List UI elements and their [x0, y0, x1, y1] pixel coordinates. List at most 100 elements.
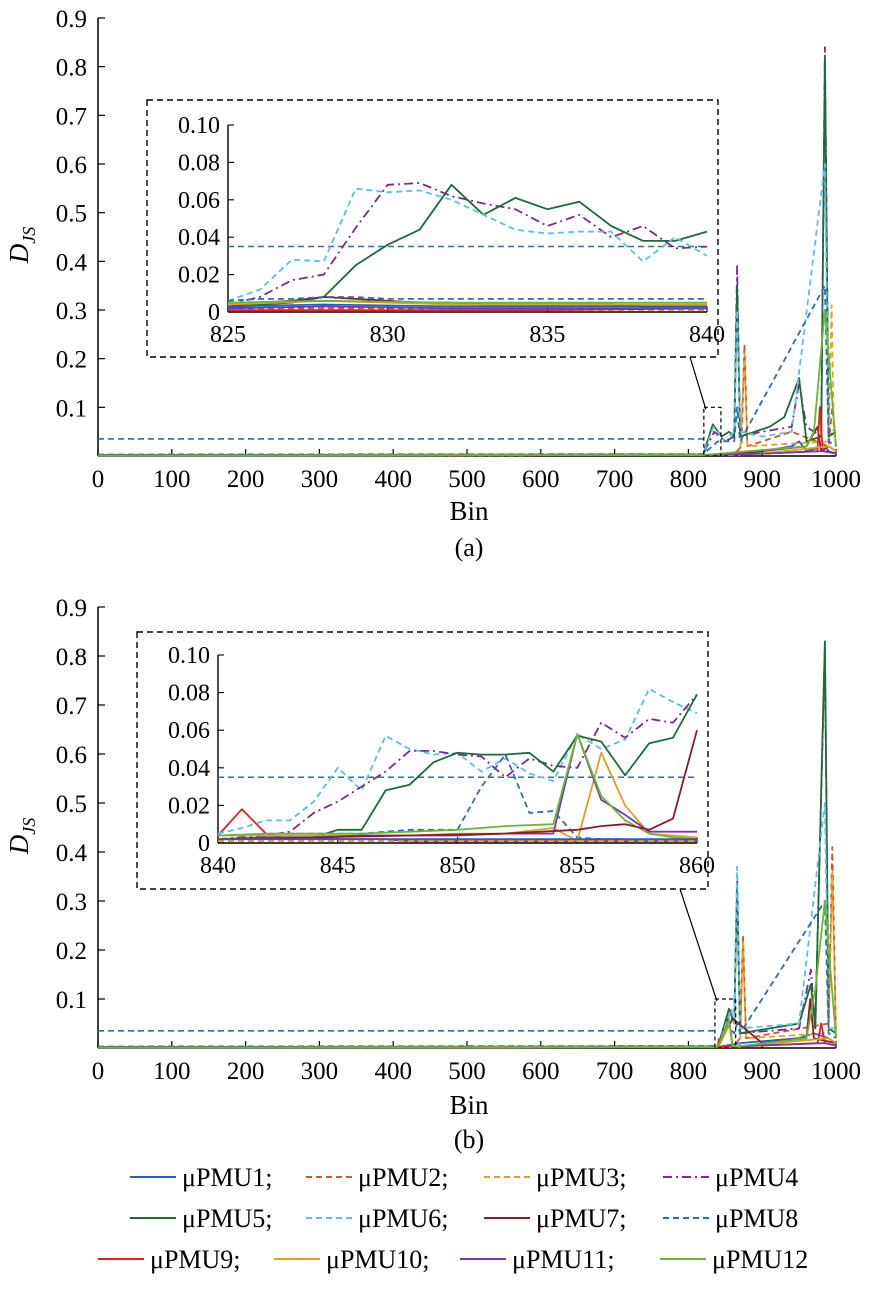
panel-b-ylabel: D [4, 834, 34, 855]
panel-b-zoom-region [714, 998, 737, 1049]
legend-separator: ; [422, 1245, 429, 1274]
panel-a-ytick-label: 0.5 [56, 201, 87, 228]
panel-b-inset-frame [136, 631, 709, 890]
svg-text:DJS: DJS [4, 227, 39, 265]
panel-a-inset-xtick-label: 835 [529, 322, 565, 348]
panel-b-ytick-label: 0.7 [56, 693, 87, 720]
panel-b-inset-xtick-label: 850 [440, 853, 476, 879]
legend-entry-upmu6: μPMU6; [358, 1204, 449, 1233]
chart-marks: 0 100 200 300 400 500 600 700 800 900 10000.10.20.… [56, 6, 861, 1085]
legend-separator: ; [441, 1163, 448, 1192]
panel-b-caption: (b) [454, 1125, 484, 1154]
panel-a-inset-xtick-label: 840 [689, 322, 725, 348]
legend-entry-upmu4: μPMU4 [715, 1163, 798, 1192]
legend-label: μPMU1 [182, 1163, 265, 1192]
panel-a: Bin (a) DJS [4, 227, 489, 562]
panel-b-xtick-label: 0 [92, 1058, 105, 1085]
legend-label: μPMU6 [358, 1204, 441, 1233]
panel-a-ytick-label: 0.3 [56, 298, 87, 325]
panel-b-ytick-label: 0.6 [56, 742, 87, 769]
panel-b-inset-xtick-label: 840 [200, 853, 236, 879]
panel-a-xtick-label: 600 [522, 466, 560, 493]
panel-a-series-upmu12 [97, 309, 837, 457]
panel-b-xtick-label: 800 [670, 1058, 708, 1085]
panel-a-inset-series-upmu4 [227, 182, 708, 306]
panel-b-ytick-label: 0.1 [56, 987, 87, 1014]
panel-b-inset-xtick-label: 860 [679, 853, 715, 879]
panel-a-xtick-label: 300 [301, 466, 339, 493]
legend-entry-upmu8: μPMU8 [715, 1204, 798, 1233]
legend-entry-upmu12: μPMU12 [712, 1245, 808, 1274]
panel-a-series-upmu8 [97, 284, 837, 456]
panel-b-ytick-label: 0.4 [56, 840, 88, 867]
panel-b: Bin (b) DJS [4, 818, 489, 1154]
panel-a-ytick-label: 0.1 [56, 395, 87, 422]
panel-a-ytick-label: 0.7 [56, 103, 87, 130]
panel-b-ylabel-sub: JS [19, 818, 39, 835]
panel-b-ytick-label: 0.5 [56, 791, 87, 818]
panel-a-inset-ytick-label: 0.04 [178, 225, 220, 251]
legend-label: μPMU2 [358, 1163, 441, 1192]
legend-entry-upmu1: μPMU1; [182, 1163, 273, 1192]
legend-separator: ; [441, 1204, 448, 1233]
panel-b-inset-connector [679, 888, 718, 1002]
panel-a-zoom-region [703, 406, 722, 457]
legend-entry-upmu2: μPMU2; [358, 1163, 449, 1192]
panel-b-xtick-label: 300 [301, 1058, 339, 1085]
legend-label: μPMU7 [536, 1204, 619, 1233]
panel-a-inset-xtick-label: 830 [370, 322, 406, 348]
panel-b-inset-ytick-label: 0.10 [168, 643, 210, 669]
panel-a-inset-series-upmu7 [227, 296, 707, 308]
panel-b-series-upmu8 [97, 900, 837, 1048]
legend-separator: ; [619, 1163, 626, 1192]
legend-entry-upmu10: μPMU10; [326, 1245, 430, 1274]
panel-b-xtick-label: 900 [743, 1058, 781, 1085]
panel-b-xtick-label: 200 [227, 1058, 265, 1085]
panel-a-inset-ytick-label: 0 [208, 300, 220, 326]
legend-separator: ; [265, 1163, 272, 1192]
panel-a-inset-ytick-label: 0.08 [178, 150, 220, 176]
panel-b-inset-xtick-label: 855 [559, 853, 595, 879]
panel-a-xtick-label: 800 [670, 466, 708, 493]
panel-b-inset-ytick-label: 0.04 [168, 756, 210, 782]
panel-a-inset-series-upmu6 [227, 187, 708, 302]
panel-a-inset-series-upmu9 [228, 307, 708, 312]
panel-b-series-upmu4 [97, 645, 837, 1048]
legend-separator: ; [233, 1245, 240, 1274]
svg-text:DJS: DJS [4, 818, 39, 856]
legend-separator: ; [619, 1204, 626, 1233]
panel-a-xtick-label: 900 [743, 466, 781, 493]
panel-a-inset-ytick-label: 0.06 [178, 188, 220, 214]
panel-a-plot: 0 100 200 300 400 500 600 700 800 900 1000 0.1 0.2 0.… [56, 6, 861, 493]
panel-a-inset-series-upmu11 [227, 305, 707, 310]
panel-a-caption: (a) [455, 533, 484, 562]
panel-b-xtick-label: 500 [448, 1058, 486, 1085]
panel-b-inset-ytick-label: 0.08 [168, 681, 210, 707]
legend-label: μPMU8 [715, 1204, 798, 1233]
legend-label: μPMU12 [712, 1245, 808, 1274]
panel-a-inset-ytick-label: 0.10 [178, 113, 220, 139]
panel-b-inset-series-upmu12 [217, 733, 698, 841]
panel-a-xtick-label: 0 [92, 466, 105, 493]
panel-b-series-upmu12 [97, 900, 837, 1049]
panel-b-xtick-label: 400 [374, 1058, 412, 1085]
panel-b-ytick-label: 0.9 [56, 595, 87, 622]
panel-b-plot: 0 100 200 300 400 500 600 700 800 900 1000 0.1 0.2 0.… [56, 595, 861, 1085]
panel-a-ytick-label: 0.4 [56, 249, 88, 276]
panel-a-xtick-label: 200 [227, 466, 265, 493]
panel-b-xtick-label: 600 [522, 1058, 560, 1085]
panel-a-xtick-label: 500 [448, 466, 486, 493]
panel-a-inset-series-upmu1 [227, 303, 707, 308]
panel-a-ylabel-sub: JS [19, 227, 39, 244]
legend-separator: ; [607, 1245, 614, 1274]
panel-b-xtick-label: 700 [596, 1058, 634, 1085]
panel-a-inset-series-upmu12 [227, 299, 707, 304]
panel-a-ytick-label: 0.6 [56, 152, 87, 179]
panel-b-inset-series-upmu7 [217, 729, 698, 841]
panel-a-xtick-label: 100 [153, 466, 191, 493]
panel-a-inset-connector [689, 356, 707, 410]
panel-a-inset: 825 830 835 840 0 0.02 0.04 0.06 0.08 0.10 [146, 99, 725, 410]
legend-label: μPMU3 [536, 1163, 619, 1192]
